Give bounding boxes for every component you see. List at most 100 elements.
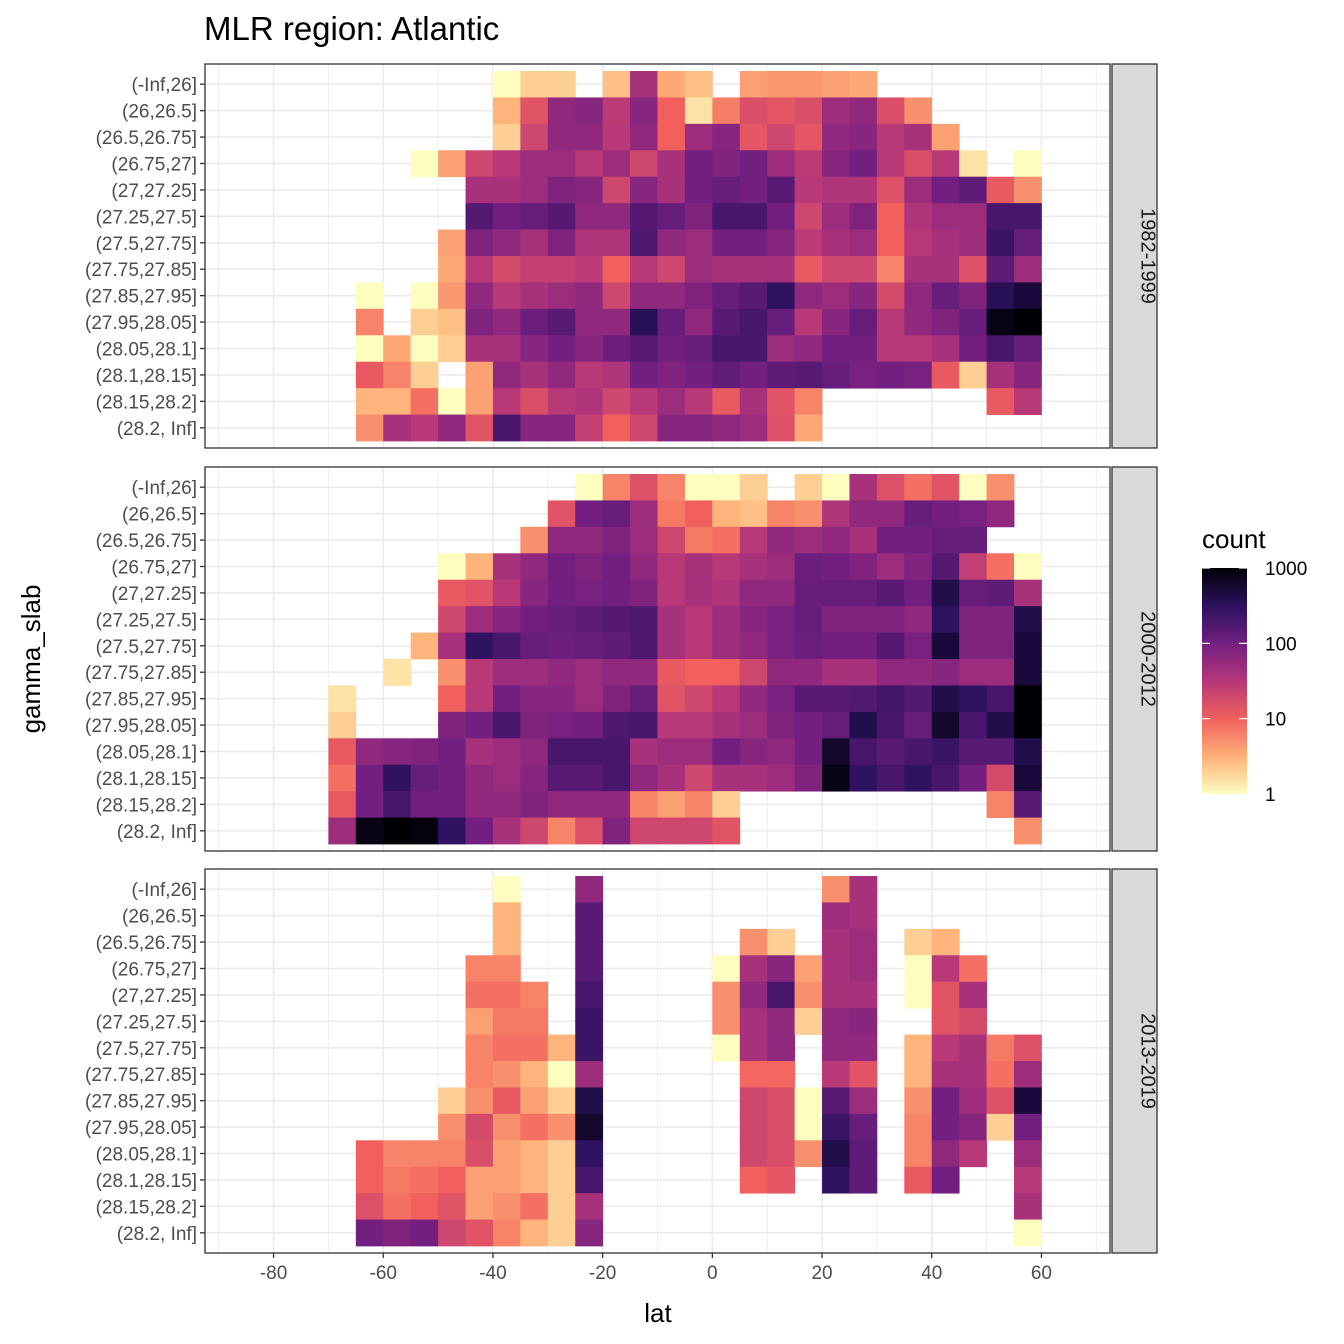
- heatmap-tile: [904, 150, 933, 178]
- heatmap-tile: [520, 1061, 549, 1088]
- heatmap-tile: [931, 685, 960, 713]
- y-tick-label: (26.75,27]: [111, 155, 197, 176]
- heatmap-tile: [492, 1140, 521, 1168]
- heatmap-tile: [712, 553, 741, 581]
- heatmap-tile: [575, 955, 604, 983]
- heatmap-tile: [712, 1008, 741, 1035]
- heatmap-tile: [959, 981, 987, 1009]
- heatmap-tile: [602, 579, 631, 607]
- heatmap-tile: [849, 500, 878, 528]
- heatmap-tile: [492, 981, 521, 1009]
- heatmap-tile: [986, 1034, 1015, 1062]
- y-tick-label: (28.1,28.15]: [96, 1171, 197, 1192]
- heatmap-tile: [849, 1140, 878, 1168]
- heatmap-tile: [602, 203, 631, 230]
- heatmap-tile: [492, 876, 521, 903]
- heatmap-tile: [712, 256, 741, 283]
- heatmap-tile: [575, 256, 604, 283]
- heatmap-tile: [630, 335, 658, 363]
- heatmap-tile: [547, 203, 576, 230]
- heatmap-tile: [602, 553, 631, 581]
- heatmap-tile: [712, 388, 741, 415]
- heatmap-tile: [575, 474, 604, 501]
- heatmap-tile: [822, 928, 850, 956]
- heatmap-tile: [739, 1008, 768, 1035]
- heatmap-tile: [602, 176, 631, 204]
- facet-strip-label: 2000-2012: [1137, 611, 1159, 707]
- heatmap-tile: [657, 738, 686, 766]
- heatmap-tile: [684, 335, 713, 363]
- heatmap-tile: [904, 955, 933, 983]
- heatmap-tile: [904, 500, 933, 528]
- y-tick-label: (26,26.5]: [122, 907, 197, 928]
- y-tick-label: (27.25,27.5]: [96, 1012, 197, 1033]
- heatmap-tile: [876, 256, 905, 283]
- y-tick-label: (28.05,28.1]: [96, 743, 197, 764]
- heatmap-tile: [904, 606, 933, 633]
- heatmap-tile: [547, 256, 576, 283]
- heatmap-tile: [904, 203, 933, 230]
- heatmap-tile: [657, 685, 686, 713]
- heatmap-tile: [959, 335, 987, 363]
- heatmap-tile: [986, 579, 1015, 607]
- heatmap-tile: [383, 414, 412, 442]
- heatmap-tile: [383, 388, 412, 415]
- heatmap-tile: [712, 738, 741, 766]
- heatmap-tile: [657, 817, 686, 845]
- heatmap-tile: [520, 1113, 549, 1141]
- heatmap-tile: [438, 1193, 466, 1220]
- heatmap-tile: [438, 414, 466, 442]
- heatmap-tile: [575, 817, 604, 845]
- heatmap-tile: [959, 1034, 987, 1062]
- heatmap-tile: [739, 388, 768, 415]
- heatmap-tile: [492, 791, 521, 818]
- heatmap-tile: [328, 711, 357, 739]
- heatmap-tile: [959, 579, 987, 607]
- heatmap-tile: [849, 606, 878, 633]
- heatmap-tile: [876, 308, 905, 336]
- heatmap-tile: [465, 817, 494, 845]
- heatmap-tile: [986, 229, 1015, 257]
- heatmap-tile: [630, 632, 658, 660]
- heatmap-tile: [684, 176, 713, 204]
- heatmap-tile: [492, 711, 521, 739]
- heatmap-tile: [602, 71, 631, 98]
- heatmap-tile: [904, 928, 933, 956]
- heatmap-tile: [520, 1193, 549, 1220]
- heatmap-tile: [520, 817, 549, 845]
- heatmap-tile: [822, 1087, 850, 1115]
- heatmap-tile: [520, 791, 549, 818]
- x-tick-label: 20: [811, 1263, 832, 1284]
- heatmap-tile: [822, 553, 850, 581]
- heatmap-tile: [547, 97, 576, 125]
- heatmap-tile: [712, 335, 741, 363]
- heatmap-tile: [520, 526, 549, 554]
- heatmap-tile: [657, 308, 686, 336]
- y-tick-label: (27,27.25]: [111, 181, 197, 202]
- heatmap-tile: [767, 150, 796, 178]
- heatmap-tile: [465, 1166, 494, 1194]
- heatmap-tile: [438, 282, 466, 310]
- heatmap-tile: [904, 526, 933, 554]
- heatmap-tile: [547, 526, 576, 554]
- heatmap-tile: [630, 150, 658, 178]
- heatmap-tile: [630, 474, 658, 501]
- heatmap-tile: [876, 526, 905, 554]
- heatmap-tile: [849, 361, 878, 389]
- heatmap-tile: [794, 955, 823, 983]
- y-tick-label: (27,27.25]: [111, 986, 197, 1007]
- heatmap-tile: [712, 817, 741, 845]
- heatmap-tile: [1014, 685, 1042, 713]
- heatmap-tile: [712, 791, 741, 818]
- heatmap-tile: [383, 659, 412, 686]
- y-tick-label: (-Inf,26]: [132, 880, 197, 901]
- heatmap-tile: [931, 474, 960, 501]
- heatmap-tile: [931, 526, 960, 554]
- heatmap-tile: [712, 659, 741, 686]
- x-axis: -80 -60 -40 -20 0 20 40 60: [260, 1253, 1052, 1284]
- heatmap-tile: [739, 229, 768, 257]
- heatmap-tile: [657, 71, 686, 98]
- heatmap-tile: [684, 150, 713, 178]
- legend-title: count: [1202, 524, 1266, 554]
